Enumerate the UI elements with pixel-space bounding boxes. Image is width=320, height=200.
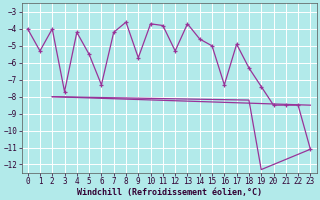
X-axis label: Windchill (Refroidissement éolien,°C): Windchill (Refroidissement éolien,°C) [76, 188, 261, 197]
